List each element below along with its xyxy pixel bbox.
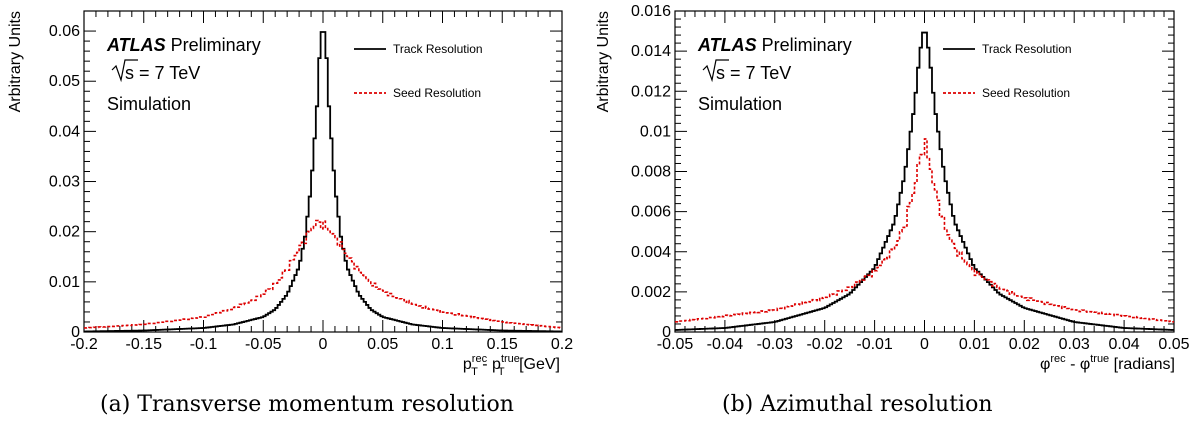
x-tick-label: -0.1 [190, 336, 218, 353]
energy-label: s = 7 TeV [716, 63, 791, 83]
energy-label: s = 7 TeV [125, 63, 200, 83]
x-tick-label: -0.05 [657, 336, 694, 353]
x-tick-label: 0.01 [959, 336, 990, 353]
caption-b: (b) Azimuthal resolution [722, 392, 993, 417]
sqrt-icon [111, 59, 138, 83]
simulation-label: Simulation [698, 94, 782, 114]
x-tick-label: -0.15 [126, 336, 163, 353]
y-tick-label: 0.06 [49, 23, 80, 40]
legend-label: Track Resolution [393, 42, 483, 56]
y-tick-label: 0.012 [631, 83, 671, 100]
x-axis-label: φrec - φtrue [radians] [1040, 353, 1175, 373]
x-tick-label: -0.03 [757, 336, 794, 353]
plot-frame [83, 10, 563, 333]
atlas-label: ATLAS Preliminary [106, 35, 261, 55]
x-tick-label: -0.01 [856, 336, 893, 353]
y-tick-label: 0.04 [49, 123, 80, 140]
x-tick-label: 0.15 [487, 336, 518, 353]
x-tick-label: -0.05 [245, 336, 282, 353]
track-resolution-histogram [675, 31, 1174, 331]
x-tick-label: 0.02 [1009, 336, 1040, 353]
x-tick-label: 0.04 [1109, 336, 1140, 353]
x-tick-label: -0.04 [707, 336, 744, 353]
y-tick-label: 0 [71, 324, 80, 341]
y-tick-label: 0.01 [640, 123, 671, 140]
y-tick-label: 0 [662, 324, 671, 341]
chart-panel-a: -0.2 -0.15 -0.1 -0.05 0 0.05 0.1 0.15 0.2 0 0.01 0.… [7, 10, 573, 378]
x-tick-label: -0.02 [806, 336, 843, 353]
y-tick-label: 0.008 [631, 164, 671, 181]
y-tick-label: 0.01 [49, 274, 80, 291]
x-tick-label: -0.2 [70, 336, 98, 353]
y-axis-label: Arbitrary Units [595, 11, 612, 112]
y-tick-label: 0.002 [631, 284, 671, 301]
legend-label: Seed Resolution [393, 86, 481, 100]
simulation-label: Simulation [107, 94, 191, 114]
y-tick-label: 0.03 [49, 174, 80, 191]
track-resolution-histogram [84, 31, 562, 333]
legend-label: Track Resolution [982, 42, 1072, 56]
sqrt-icon [702, 59, 729, 83]
x-tick-label: 0.2 [551, 336, 573, 353]
y-axis-label: Arbitrary Units [7, 11, 24, 112]
y-tick-label: 0.05 [49, 73, 80, 90]
caption-a: (a) Transverse momentum resolution [100, 392, 514, 417]
plot-frame [674, 10, 1175, 333]
x-tick-label: 0.03 [1059, 336, 1090, 353]
legend-label: Seed Resolution [982, 86, 1070, 100]
x-tick-label: 0 [319, 336, 328, 353]
x-tick-label: 0.05 [1158, 336, 1189, 353]
y-tick-label: 0.014 [631, 43, 671, 60]
x-tick-label: 0.1 [431, 336, 453, 353]
y-tick-label: 0.006 [631, 204, 671, 221]
x-axis-label: prec T - ptrue T [GeV] [463, 353, 560, 378]
seed-resolution-histogram [675, 138, 1174, 323]
seed-resolution-histogram [84, 219, 562, 329]
chart-panel-b: -0.05 -0.04 -0.03 -0.02 -0.01 0 0.01 0.02 0.03 0.… [595, 3, 1190, 373]
y-tick-label: 0.016 [631, 3, 671, 20]
y-tick-label: 0.02 [49, 224, 80, 241]
y-tick-label: 0.004 [631, 244, 671, 261]
x-tick-label: 0 [920, 336, 929, 353]
atlas-label: ATLAS Preliminary [697, 35, 852, 55]
x-tick-label: 0.05 [367, 336, 398, 353]
